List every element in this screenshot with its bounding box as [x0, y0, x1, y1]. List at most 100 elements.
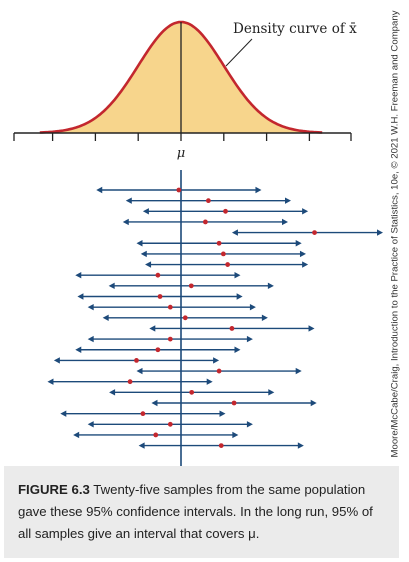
interval-arrow-right — [299, 250, 306, 258]
confidence-interval — [87, 303, 256, 311]
confidence-interval — [140, 250, 306, 258]
confidence-intervals — [47, 170, 383, 466]
interval-arrow-right — [295, 240, 302, 247]
sample-mean-dot — [134, 358, 139, 363]
interval-arrow-right — [302, 261, 309, 268]
sample-mean-dot — [225, 262, 231, 267]
interval-arrow-left — [87, 421, 94, 428]
confidence-interval — [136, 240, 302, 247]
confidence-interval — [136, 367, 302, 375]
interval-arrow-left — [231, 229, 238, 236]
confidence-interval — [102, 314, 268, 321]
credit-text: Moore/McCabe/Craig, Introduction to the … — [389, 10, 401, 458]
interval-arrow-right — [236, 293, 243, 300]
sample-mean-dot — [153, 432, 159, 438]
interval-arrow-right — [255, 186, 262, 194]
sample-mean-dot — [167, 421, 173, 427]
sample-mean-dot — [231, 400, 237, 406]
figure-caption: FIGURE 6.3 Twenty-five samples from the … — [4, 466, 399, 558]
density-label-pointer — [225, 38, 253, 67]
confidence-interval — [87, 421, 253, 428]
sample-mean-dot — [205, 198, 211, 204]
sample-mean-dot — [188, 283, 194, 289]
interval-arrow-right — [268, 389, 275, 396]
confidence-interval — [109, 389, 275, 396]
confidence-interval — [108, 282, 274, 290]
caption-text: Twenty-five samples from the same popula… — [18, 482, 373, 541]
interval-arrow-right — [284, 197, 291, 204]
sample-mean-dot — [216, 240, 222, 246]
confidence-interval — [73, 431, 239, 439]
confidence-interval — [125, 197, 291, 204]
sample-mean-dot — [155, 272, 161, 278]
density-curve-label: Density curve of x̄ — [233, 21, 357, 37]
interval-arrow-left — [102, 314, 109, 321]
interval-arrow-left — [60, 410, 67, 417]
interval-arrow-right — [302, 208, 309, 215]
interval-arrow-left — [136, 367, 143, 375]
sample-mean-dot — [167, 336, 173, 342]
interval-arrow-left — [108, 282, 115, 290]
confidence-interval — [47, 378, 213, 385]
interval-arrow-right — [282, 218, 288, 226]
interval-arrow-left — [142, 208, 149, 215]
interval-arrow-right — [308, 325, 315, 332]
interval-arrow-left — [87, 335, 94, 343]
interval-arrow-left — [145, 261, 152, 268]
confidence-interval — [75, 272, 241, 279]
interval-arrow-right — [249, 303, 256, 311]
confidence-interval — [142, 208, 309, 215]
interval-arrow-left — [75, 272, 82, 279]
sample-mean-dot — [127, 379, 133, 385]
interval-arrow-left — [149, 325, 156, 332]
confidence-interval — [60, 410, 226, 417]
sample-mean-dot — [176, 187, 182, 193]
confidence-interval — [151, 399, 317, 407]
sample-mean-dot — [189, 389, 195, 395]
interval-arrow-left — [96, 186, 103, 194]
interval-arrow-right — [232, 431, 239, 439]
interval-arrow-right — [206, 378, 213, 385]
sample-mean-dot — [312, 230, 317, 236]
density-axis — [13, 132, 352, 141]
confidence-interval — [138, 442, 304, 449]
sample-mean-dot — [182, 315, 188, 321]
sample-mean-dot — [220, 251, 226, 257]
interval-arrow-left — [122, 218, 129, 226]
confidence-interval — [145, 261, 309, 268]
interval-arrow-left — [87, 303, 94, 311]
interval-arrow-right — [234, 346, 241, 353]
interval-arrow-right — [297, 442, 304, 449]
interval-arrow-right — [213, 357, 220, 364]
interval-arrow-right — [261, 314, 268, 321]
sample-mean-dot — [216, 368, 222, 374]
interval-arrow-left — [77, 293, 84, 300]
sample-mean-dot — [157, 294, 163, 299]
interval-arrow-left — [109, 389, 116, 396]
interval-arrow-right — [246, 335, 253, 343]
interval-arrow-right — [310, 399, 317, 407]
interval-arrow-left — [140, 250, 147, 258]
confidence-interval — [77, 293, 243, 300]
confidence-interval — [231, 229, 383, 236]
density-curve-group — [39, 20, 323, 134]
copyright-credit: Moore/McCabe/Craig, Introduction to the … — [383, 4, 407, 464]
interval-arrow-right — [219, 410, 226, 417]
sample-mean-dot — [229, 326, 235, 331]
interval-arrow-left — [138, 442, 145, 449]
confidence-interval — [149, 325, 315, 332]
confidence-interval — [53, 357, 220, 364]
interval-arrow-left — [136, 240, 143, 247]
confidence-interval — [87, 335, 253, 343]
caption-figure-number: FIGURE 6.3 — [18, 482, 90, 497]
sample-mean-dot — [140, 411, 146, 417]
sample-mean-dot — [202, 219, 208, 225]
confidence-interval — [122, 218, 288, 226]
interval-arrow-right — [377, 229, 383, 236]
confidence-interval — [96, 186, 262, 194]
confidence-interval — [75, 346, 241, 353]
sample-mean-dot — [155, 347, 161, 353]
interval-arrow-left — [53, 357, 60, 364]
interval-arrow-left — [125, 197, 132, 204]
